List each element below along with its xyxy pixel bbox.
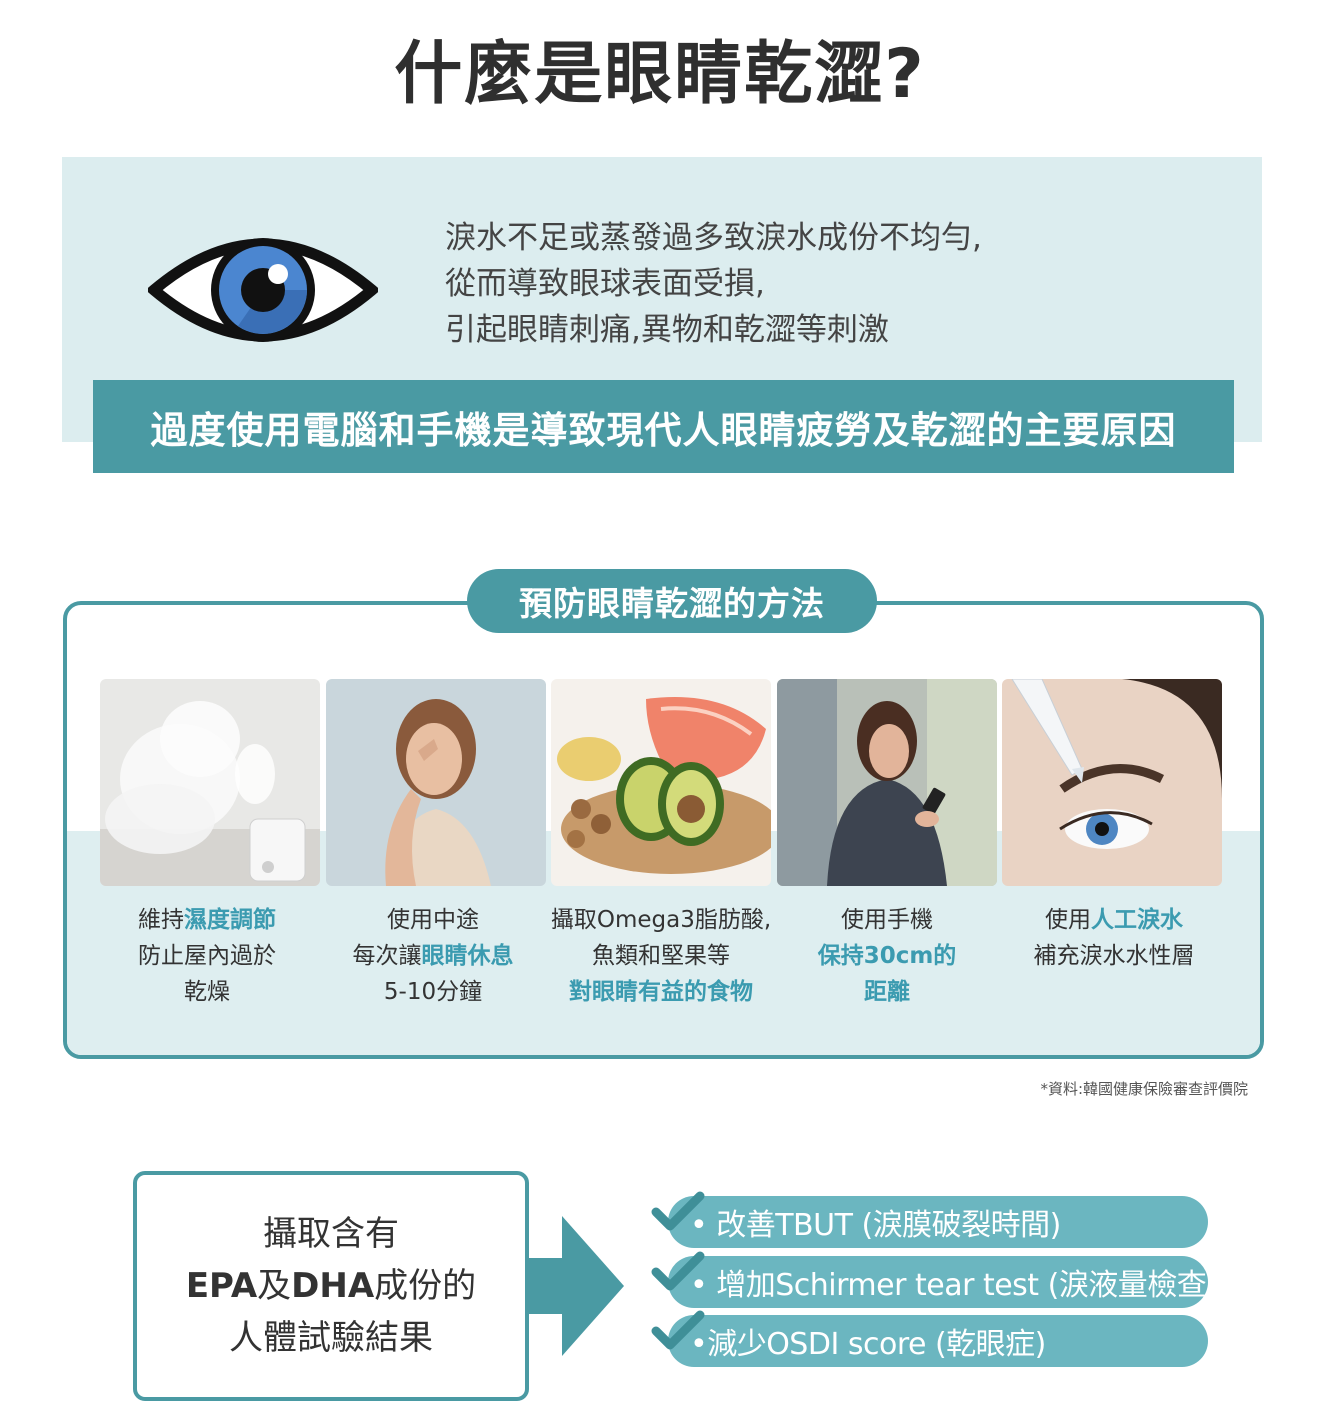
caption-phone: 使用手機 保持30cm的 距離: [772, 902, 1002, 1010]
caption-highlight: 人工淚水: [1091, 907, 1183, 933]
caption-text: 使用中途: [387, 907, 479, 933]
caption-text: 補充淚水水性層: [1033, 943, 1195, 969]
dha-label: DHA: [291, 1266, 375, 1306]
caption-artificial-tears: 使用人工淚水 補充淚水水性層: [999, 902, 1229, 974]
caption-rest: 使用中途 每次讓眼睛休息 5-10分鐘: [318, 902, 548, 1010]
checkmark-icon: [650, 1250, 706, 1300]
result-line: 人體試驗結果: [229, 1318, 433, 1358]
result-line: EPA及DHA成份的: [186, 1260, 476, 1312]
caption-text: 魚類和堅果等: [592, 943, 730, 969]
benefit-tbut: • 改善TBUT (淚膜破裂時間): [668, 1196, 1208, 1248]
caption-text: 使用: [1045, 907, 1091, 933]
omega3-food-image: [551, 679, 771, 886]
benefit-schirmer: • 增加Schirmer tear test (淚液量檢查): [668, 1256, 1218, 1308]
caption-highlight: 距離: [864, 979, 910, 1005]
caption-text: 攝取Omega3脂肪酸,: [550, 907, 772, 933]
benefit-osdi: •減少OSDI score (乾眼症): [668, 1315, 1208, 1367]
caption-highlight: 保持30cm的: [817, 943, 957, 969]
result-text: 成份的: [374, 1266, 477, 1306]
intro-line: 淚水不足或蒸發過多致淚水成份不均勻,: [445, 220, 982, 256]
caption-text: 每次讓: [352, 943, 422, 969]
page-title: 什麼是眼睛乾澀?: [394, 35, 926, 114]
caption-highlight: 眼睛休息: [421, 943, 514, 969]
source-note: *資料:韓國健康保險審查評價院: [1040, 1080, 1248, 1098]
arrow-right-icon: [526, 1216, 626, 1360]
humidifier-image: [100, 679, 320, 886]
caption-humidity: 維持濕度調節 防止屋內過於 乾燥: [92, 902, 322, 1010]
caption-highlight: 對眼睛有益的食物: [569, 979, 753, 1005]
caption-highlight: 濕度調節: [184, 907, 276, 933]
cause-banner: 過度使用電腦和手機是導致現代人眼睛疲勞及乾澀的主要原因: [93, 380, 1234, 473]
caption-text: 防止屋內過於: [138, 943, 276, 969]
intro-text: 淚水不足或蒸發過多致淚水成份不均勻, 從而導致眼球表面受損, 引起眼睛刺痛,異物…: [445, 215, 1205, 353]
prevention-title: 預防眼睛乾澀的方法: [467, 569, 877, 633]
caption-text: 乾燥: [184, 979, 230, 1005]
eye-icon: [145, 228, 381, 353]
trial-result-box: 攝取含有 EPA及DHA成份的 人體試驗結果: [133, 1171, 529, 1401]
epa-label: EPA: [185, 1266, 258, 1306]
eye-drops-image: [1002, 679, 1222, 886]
caption-text: 使用手機: [841, 907, 933, 933]
caption-text: 5-10分鐘: [383, 979, 483, 1005]
phone-distance-image: [777, 679, 997, 886]
caption-food: 攝取Omega3脂肪酸, 魚類和堅果等 對眼睛有益的食物: [538, 902, 784, 1010]
intro-line: 引起眼睛刺痛,異物和乾澀等刺激: [445, 312, 889, 348]
checkmark-icon: [650, 1190, 706, 1240]
result-text: 及: [257, 1266, 292, 1306]
intro-line: 從而導致眼球表面受損,: [445, 266, 765, 302]
resting-eyes-image: [326, 679, 546, 886]
result-line: 攝取含有: [263, 1214, 399, 1254]
checkmark-icon: [650, 1309, 706, 1359]
caption-text: 維持: [138, 907, 184, 933]
